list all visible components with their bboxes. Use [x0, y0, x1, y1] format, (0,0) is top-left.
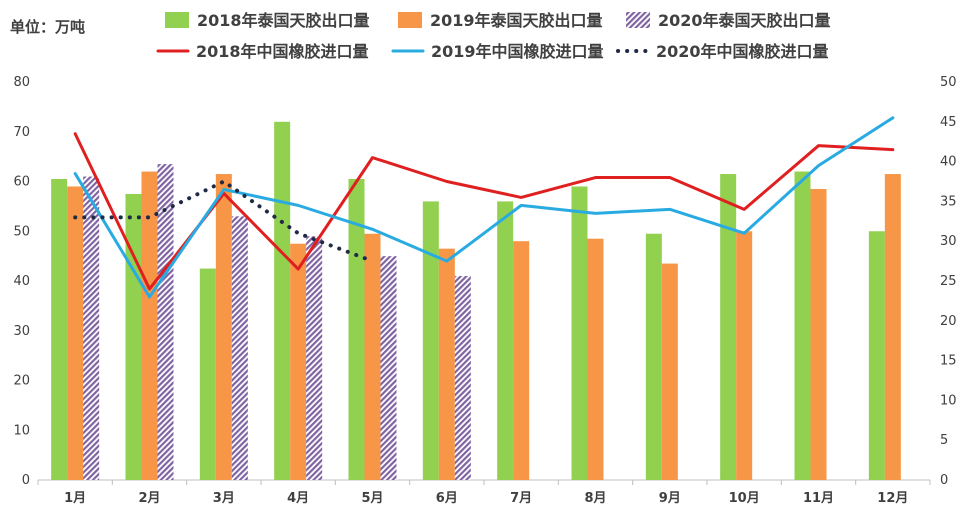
- legend-swatch: [398, 12, 422, 28]
- bar-2020: [157, 164, 174, 480]
- y-left-tick-label: 80: [13, 75, 30, 90]
- x-category-label: 4月: [287, 491, 309, 506]
- y-left-tick-label: 50: [13, 224, 30, 239]
- bar-2019: [884, 174, 901, 480]
- bar-2018: [51, 179, 68, 480]
- y-left-tick-label: 10: [13, 423, 30, 438]
- bar-2019: [141, 171, 158, 481]
- bar-2019: [364, 233, 381, 480]
- y-right-tick-label: 30: [940, 234, 957, 249]
- y-left-tick-label: 30: [13, 324, 30, 339]
- bars: [51, 121, 901, 481]
- axes: 0 10 20 30 40 50 60 70 80 0 5 10 15 20 25 30 35 40 45 50 1月 2…: [13, 75, 956, 506]
- bar-2018: [422, 201, 439, 480]
- y-right-tick-label: 15: [940, 354, 957, 369]
- bar-2018: [125, 193, 142, 480]
- bar-2018: [720, 174, 737, 480]
- y-right-tick-label: 0: [940, 473, 948, 488]
- y-left-tick-label: 0: [22, 473, 30, 488]
- x-category-label: 1月: [64, 491, 86, 506]
- x-category-label: 10月: [729, 491, 760, 506]
- bar-2018: [645, 233, 662, 480]
- legend-swatch: [626, 12, 650, 28]
- line-series-2020: [73, 179, 375, 264]
- bar-2020: [306, 236, 323, 480]
- x-category-label: 12月: [877, 491, 908, 506]
- y-left-tick-label: 70: [13, 125, 30, 140]
- x-category-label: 11月: [803, 491, 834, 506]
- bar-2019: [290, 243, 307, 480]
- y-right-tick-label: 25: [940, 274, 957, 289]
- bar-2018: [497, 201, 514, 480]
- x-category-label: 2月: [138, 491, 160, 506]
- bar-2018: [199, 268, 216, 480]
- unit-label: 单位：万吨: [10, 18, 86, 36]
- y-right-tick-label: 5: [940, 433, 948, 448]
- bar-2018: [794, 171, 811, 481]
- bar-2019: [215, 174, 232, 480]
- y-right-tick-label: 20: [940, 314, 957, 329]
- bar-2018: [868, 231, 885, 480]
- y-right-tick-label: 40: [940, 155, 957, 170]
- bar-2019: [810, 188, 827, 480]
- bar-2020: [380, 256, 397, 480]
- bar-2019: [661, 263, 678, 480]
- legend-swatch: [165, 12, 189, 28]
- bar-2019: [587, 238, 604, 480]
- legend-label: 2019年泰国天胶出口量: [430, 11, 603, 30]
- x-category-label: 6月: [436, 491, 458, 506]
- legend-label: 2020年中国橡胶进口量: [656, 42, 829, 61]
- x-category-label: 5月: [361, 491, 383, 506]
- bar-2019: [736, 231, 753, 480]
- legend: 2018年泰国天胶出口量 2019年泰国天胶出口量 2020年泰国天胶出口量 2018…: [156, 11, 831, 61]
- lines: [73, 116, 895, 299]
- legend-label: 2018年中国橡胶进口量: [196, 42, 369, 61]
- y-left-tick-label: 40: [13, 274, 30, 289]
- y-right-tick-label: 50: [940, 75, 957, 90]
- line-series-2019: [73, 116, 895, 299]
- bar-2019: [513, 241, 530, 480]
- y-right-tick-label: 10: [940, 393, 957, 408]
- x-category-label: 3月: [213, 491, 235, 506]
- bar-2018: [571, 186, 588, 480]
- x-category-label: 7月: [510, 491, 532, 506]
- y-right-tick-label: 35: [940, 194, 957, 209]
- bar-2019: [67, 186, 84, 480]
- y-right-tick-label: 45: [940, 115, 957, 130]
- x-category-label: 9月: [659, 491, 681, 506]
- legend-label: 2019年中国橡胶进口量: [431, 42, 604, 61]
- x-category-label: 8月: [584, 491, 606, 506]
- legend-label: 2020年泰国天胶出口量: [658, 11, 831, 30]
- bar-2020: [454, 276, 471, 480]
- bar-2018: [348, 179, 365, 480]
- legend-label: 2018年泰国天胶出口量: [197, 11, 370, 30]
- y-left-tick-label: 60: [13, 175, 30, 190]
- y-left-tick-label: 20: [13, 374, 30, 389]
- bar-2019: [438, 248, 455, 480]
- bar-2020: [83, 176, 100, 480]
- bar-2020: [231, 216, 248, 480]
- bar-2018: [274, 121, 291, 481]
